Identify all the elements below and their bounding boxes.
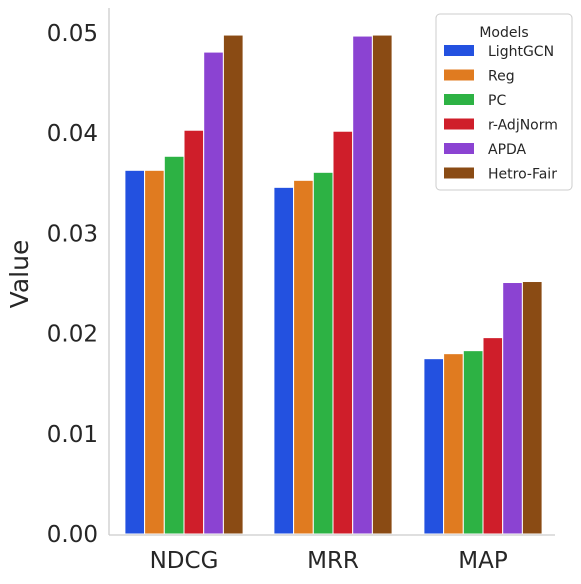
y-ticks-group: 0.00 0.01 0.02 0.03 0.04 0.05 [47,21,98,548]
legend-label-r-adjnorm: r-AdjNorm [488,118,558,134]
legend-swatch-r-adjnorm [444,118,474,130]
bar-apda-ndcg [203,51,224,535]
bar-reg-ndcg [144,169,165,535]
legend-label-hetro-fair: Hetro-Fair [488,167,557,183]
legend-label-pc: PC [488,93,506,109]
x-ticks-group: NDCG MRR MAP [150,548,508,574]
y-tick-label: 0.02 [47,322,98,348]
bar-reg-mrr [293,179,314,535]
bar-lightgcn-map [423,358,445,535]
y-tick-label: 0.05 [47,21,98,47]
y-axis-label: Value [5,240,34,309]
legend-label-apda: APDA [488,142,527,158]
legend-swatch-pc [444,94,474,105]
legend-label-lightgcn: LightGCN [488,44,554,60]
axes-group [108,8,555,536]
bar-apda-map [502,282,523,535]
legend-swatch-lightgcn [444,45,474,56]
bars-group [124,34,543,535]
y-tick-label: 0.00 [47,522,98,548]
bar-hetro-fair-mrr [371,34,393,535]
legend-swatch-hetro-fair [444,167,474,179]
bar-apda-mrr [352,35,373,535]
y-tick-label: 0.04 [47,121,98,147]
bar-pc-ndcg [163,155,185,535]
x-tick-label-mrr: MRR [307,548,359,574]
bar-lightgcn-mrr [273,186,295,535]
x-tick-label-ndcg: NDCG [150,548,219,574]
x-tick-label-map: MAP [458,548,508,574]
bar-r-adjnorm-mrr [332,130,354,535]
bar-reg-map [443,353,464,535]
y-tick-label: 0.03 [47,221,98,247]
legend-swatch-apda [444,143,474,154]
bar-r-adjnorm-ndcg [183,129,205,535]
bar-pc-map [462,350,484,535]
legend-label-reg: Reg [488,69,515,85]
bar-lightgcn-ndcg [124,169,146,535]
y-tick-label: 0.01 [47,422,98,448]
legend-title: Models [479,25,528,41]
bar-r-adjnorm-map [482,337,504,535]
bar-hetro-fair-ndcg [222,34,244,535]
bar-pc-mrr [312,171,334,535]
legend: Models LightGCN Reg PC r-AdjNorm APDA Hetro-F… [435,13,573,191]
legend-items: LightGCN Reg PC r-AdjNorm APDA Hetro-Fair [444,44,558,183]
bar-hetro-fair-map [521,281,543,535]
legend-swatch-reg [444,69,474,81]
